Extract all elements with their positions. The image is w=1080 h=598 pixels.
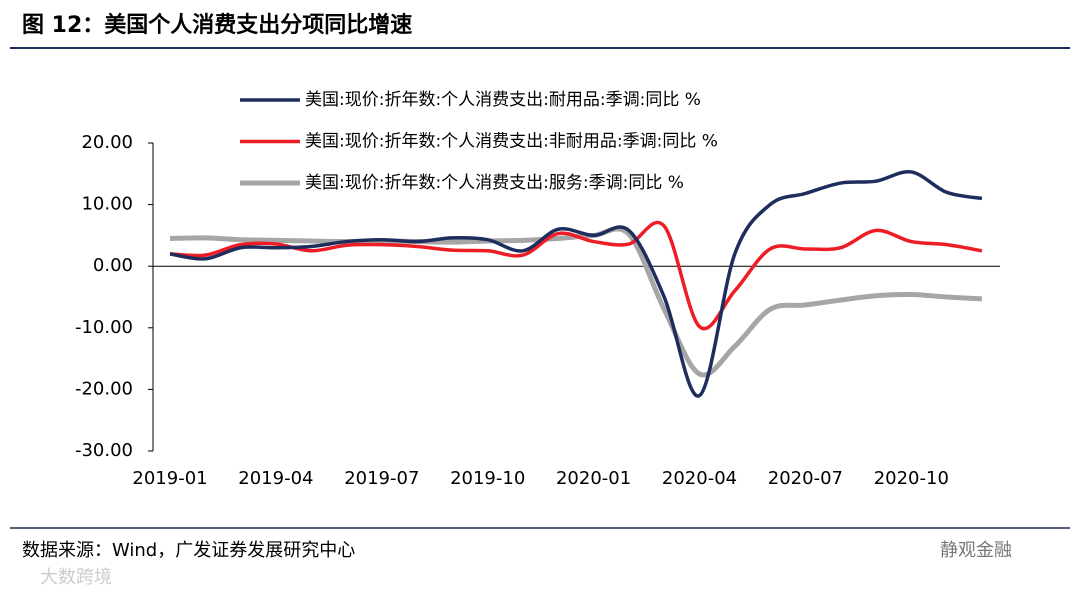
- y-tick-label: 20.00: [81, 132, 133, 153]
- legend-label: 美国:现价:折年数:个人消费支出:服务:季调:同比 %: [305, 173, 684, 193]
- x-tick-label: 2019-10: [450, 468, 525, 489]
- x-tick-label: 2020-01: [556, 468, 631, 489]
- x-tick-label: 2020-04: [662, 468, 737, 489]
- legend-label: 美国:现价:折年数:个人消费支出:耐用品:季调:同比 %: [305, 90, 701, 110]
- watermark: 大数跨境: [40, 567, 112, 588]
- y-tick-label: 10.00: [81, 194, 133, 215]
- y-tick-label: -10.00: [75, 317, 133, 338]
- source: 数据来源：Wind，广发证券发展研究中心: [22, 540, 355, 561]
- watermark: 静观金融: [940, 540, 1012, 561]
- y-tick-label: -30.00: [75, 440, 133, 461]
- x-tick-label: 2020-07: [768, 468, 843, 489]
- chart-title: 图 12：美国个人消费支出分项同比增速: [22, 12, 412, 38]
- y-tick-label: 0.00: [93, 255, 133, 276]
- x-tick-label: 2019-07: [344, 468, 419, 489]
- y-tick-label: -20.00: [75, 378, 133, 399]
- x-tick-label: 2020-10: [874, 468, 949, 489]
- series-line: [169, 169, 983, 398]
- legend-label: 美国:现价:折年数:个人消费支出:非耐用品:季调:同比 %: [305, 132, 718, 152]
- x-tick-label: 2019-04: [238, 468, 313, 489]
- series-line: [169, 226, 983, 378]
- series-line: [169, 221, 983, 331]
- x-tick-label: 2019-01: [132, 468, 207, 489]
